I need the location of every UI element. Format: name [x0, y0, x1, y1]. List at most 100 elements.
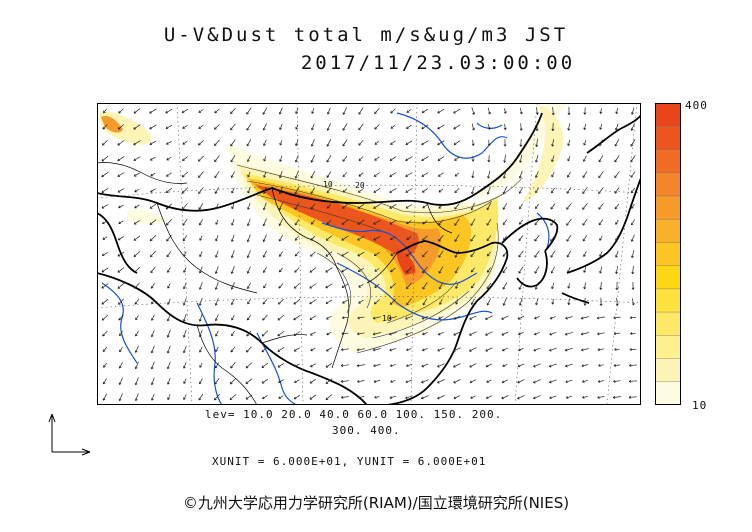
wind-arrow-head — [630, 159, 633, 163]
wind-arrow — [134, 282, 140, 289]
wind-arrow-head — [342, 112, 346, 115]
wind-arrow-head — [293, 396, 297, 400]
wind-arrow — [373, 172, 381, 177]
wind-arrow — [501, 331, 509, 336]
wind-arrow-head — [166, 157, 169, 161]
wind-arrow-head — [102, 142, 105, 146]
wind-arrow — [550, 218, 556, 226]
wind-arrow — [103, 378, 107, 385]
wind-arrow-head — [214, 287, 218, 290]
wind-arrow — [263, 139, 267, 146]
wind-arrow — [582, 380, 588, 383]
wind-arrow-head — [469, 349, 472, 352]
wind-arrow — [599, 251, 603, 257]
wind-arrow — [183, 282, 187, 290]
wind-arrow — [631, 107, 635, 115]
wind-arrow — [437, 108, 445, 114]
wind-arrow — [183, 394, 187, 400]
contour-levels-line2: 300. 400. — [332, 424, 401, 437]
wind-arrow-head — [439, 302, 442, 305]
wind-arrow — [246, 330, 252, 337]
wind-arrow — [405, 315, 413, 320]
wind-arrow — [550, 316, 556, 319]
wind-arrow-head — [262, 127, 266, 131]
wind-arrow-head — [502, 286, 506, 290]
wind-arrow — [568, 123, 570, 131]
wind-arrow-head — [309, 397, 313, 400]
wind-arrow-head — [614, 255, 618, 258]
wind-arrow — [549, 379, 557, 383]
wind-arrow — [549, 363, 557, 367]
map-frame — [97, 103, 641, 405]
wind-arrow — [247, 299, 251, 305]
wind-arrow — [599, 266, 603, 274]
wind-arrow — [454, 172, 460, 177]
wind-arrow — [326, 331, 332, 336]
wind-arrow — [551, 187, 555, 194]
wind-arrow-head — [183, 270, 186, 273]
wind-arrow-head — [564, 348, 568, 352]
wind-arrow — [166, 172, 172, 177]
wind-arrow-head — [389, 190, 392, 193]
wind-arrow-head — [437, 332, 441, 336]
wind-arrow-head — [262, 191, 266, 194]
wind-arrow-head — [534, 160, 538, 163]
wind-arrow — [198, 155, 204, 162]
wind-arrow-head — [503, 237, 506, 241]
wind-arrow-head — [325, 254, 329, 257]
wind-arrow-head — [518, 348, 521, 352]
wind-arrow — [613, 396, 621, 398]
wind-arrow — [101, 314, 109, 321]
wind-arrow-head — [102, 398, 106, 401]
wind-arrow-head — [198, 222, 202, 226]
wind-arrow — [502, 363, 508, 367]
wind-arrow — [277, 314, 285, 321]
wind-arrow — [117, 251, 125, 257]
wind-arrow-head — [405, 206, 409, 209]
wind-arrow — [552, 106, 554, 115]
wind-arrow-head — [533, 380, 536, 384]
wind-arrow — [503, 108, 507, 114]
wind-arrow-head — [549, 380, 552, 384]
wind-arrow — [582, 396, 588, 399]
wind-arrow — [293, 395, 301, 400]
coastlines-borders — [97, 112, 641, 405]
wind-arrow — [406, 109, 412, 113]
wind-arrow-head — [118, 398, 122, 401]
wind-arrow-head — [182, 207, 185, 210]
wind-arrow-head — [438, 189, 442, 193]
wind-arrow — [118, 108, 124, 114]
wind-arrow — [453, 395, 461, 399]
wind-arrow — [422, 220, 428, 225]
wind-arrow — [533, 347, 541, 352]
wind-arrow-head — [214, 303, 218, 306]
wind-arrow-head — [549, 316, 553, 320]
wind-arrow — [518, 266, 524, 274]
wind-arrow-head — [214, 143, 217, 146]
wind-arrow — [150, 266, 156, 273]
wind-arrow-head — [103, 110, 106, 114]
wind-arrow — [261, 362, 269, 368]
wind-arrow-head — [486, 238, 490, 242]
colorbar-swatch — [655, 242, 681, 267]
wind-arrow — [151, 393, 155, 401]
wind-arrow — [215, 235, 219, 242]
wind-arrow — [453, 331, 461, 336]
wind-arrow — [615, 235, 619, 241]
wind-arrow — [615, 219, 619, 225]
wind-arrow — [277, 363, 285, 368]
wind-arrow-head — [325, 397, 329, 401]
wind-arrow-head — [551, 112, 555, 116]
wind-arrow-head — [214, 397, 217, 401]
colorbar-swatch — [655, 358, 681, 383]
wind-arrow-head — [294, 364, 297, 368]
wind-arrow-head — [118, 382, 122, 385]
wind-arrow — [310, 347, 316, 352]
wind-arrow-head — [487, 143, 491, 146]
wind-arrow — [629, 364, 637, 366]
wind-arrow-head — [198, 334, 202, 338]
wind-arrow-head — [263, 143, 266, 146]
wind-arrow-head — [199, 254, 202, 257]
wind-arrow-head — [437, 396, 440, 400]
wind-arrow-head — [519, 144, 523, 147]
